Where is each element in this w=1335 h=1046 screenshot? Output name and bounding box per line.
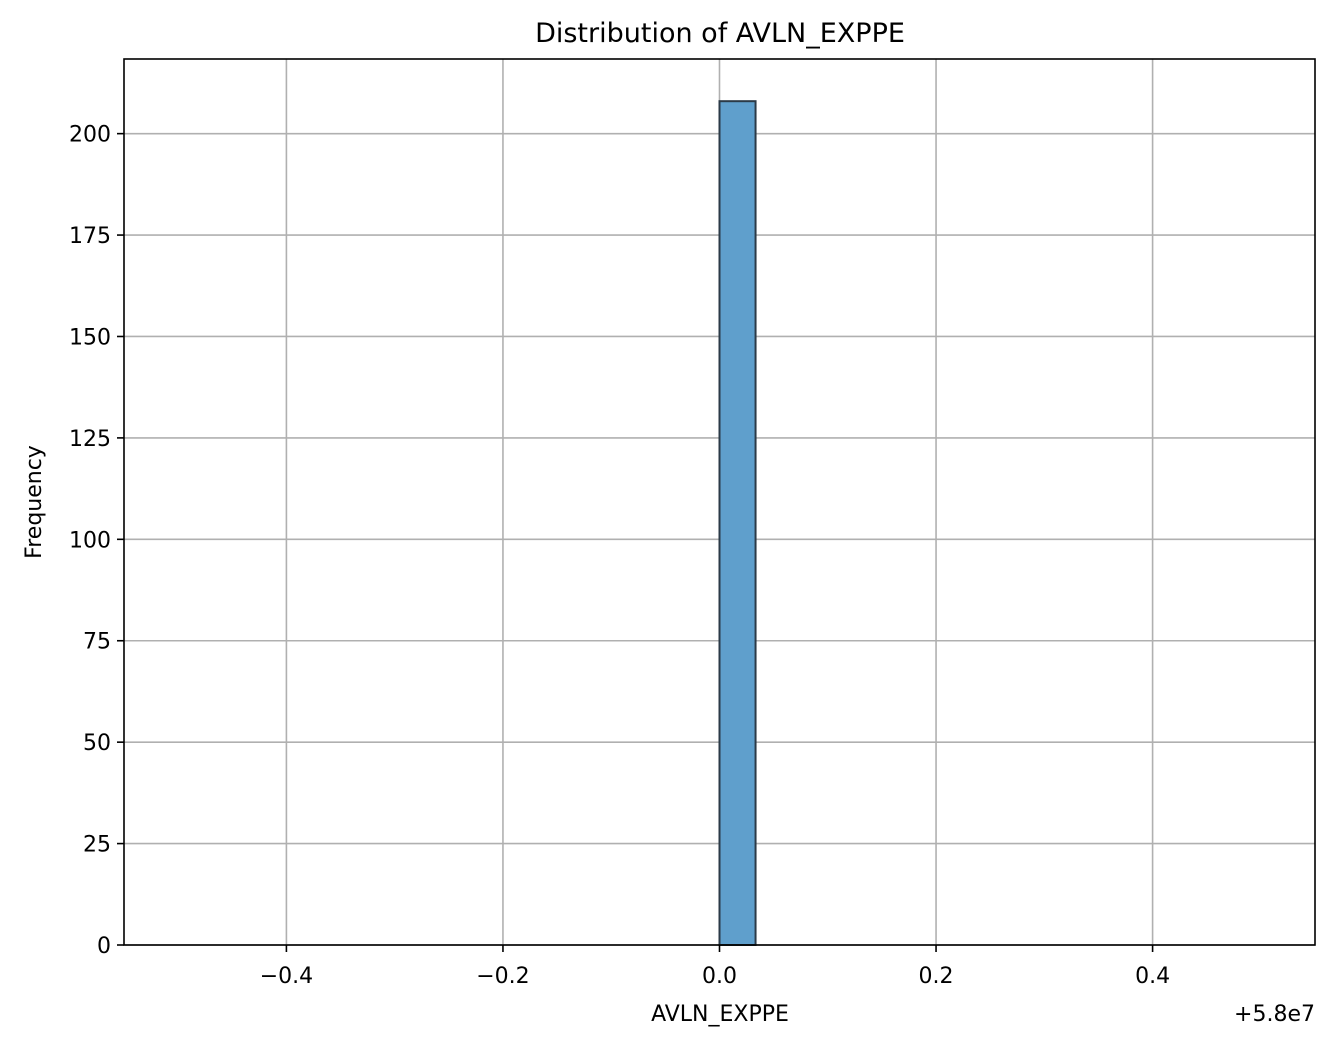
y-tick-label-7: 175 [69,224,111,249]
x-tick-label-3: 0.2 [919,964,954,989]
y-tick-label-0: 0 [97,934,111,959]
y-tick-label-4: 100 [69,528,111,553]
chart-title: Distribution of AVLN_EXPPE [535,18,905,49]
y-axis-ticks: 0 25 50 75 100 125 150 175 200 [69,123,124,959]
histogram-bar-0 [718,100,757,946]
y-tick-label-6: 150 [69,325,111,350]
x-axis-offset-text: +5.8e7 [1234,1002,1315,1027]
y-tick-label-1: 25 [83,833,111,858]
x-tick-label-2: 0.0 [702,964,737,989]
y-tick-label-2: 50 [83,731,111,756]
x-tick-label-0: −0.4 [260,964,313,989]
x-axis-ticks: −0.4 −0.2 0.0 0.2 0.4 [260,945,1170,989]
y-tick-label-3: 75 [83,630,111,655]
x-tick-label-1: −0.2 [476,964,529,989]
bars [718,100,757,946]
x-tick-label-4: 0.4 [1135,964,1170,989]
y-axis-label: Frequency [22,445,47,559]
y-tick-label-5: 125 [69,427,111,452]
x-axis-label: AVLN_EXPPE [651,1002,789,1027]
y-tick-label-8: 200 [69,123,111,148]
